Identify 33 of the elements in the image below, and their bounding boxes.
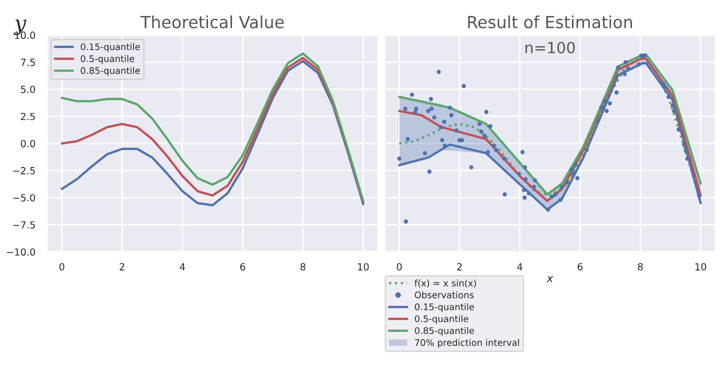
chart-title: Theoretical Value [140,15,284,28]
x-tick-label: 0 [59,263,64,270]
x-tick-label: 4 [180,263,185,270]
x-tick-label: 2 [120,263,124,270]
text: 70% prediction interval [415,338,519,348]
x-tick-label: 8 [638,263,643,270]
y-tick-label: −10.0 [6,248,36,256]
legend-label: 0.15-quantile [80,43,140,52]
legend-label: 0.85-quantile [80,66,140,76]
legend-label: 0.5-quantile [80,55,134,64]
legend-label: Observations [414,291,474,298]
y-tick-label: −7.5 [13,221,35,229]
y-tick-label: 0.0 [20,140,36,148]
x-tick-label: 2 [457,263,462,270]
x-axis-title: x [546,276,554,282]
y-tick-label: −5.0 [13,194,36,202]
chart-title: Result of Estimation [468,15,632,28]
x-tick-label: 0 [396,263,402,270]
legend-label: f(x) = x sin(x) [414,279,476,288]
y-tick-label: 7.5 [21,58,35,66]
legend-label: 0.15-quantile [414,303,474,312]
legend-label: 0.5-quantile [414,315,468,324]
x-tick-label: 8 [300,263,306,270]
legend-label: 0.85-quantile [414,327,474,336]
y-tick-label: 2.5 [20,112,35,120]
x-tick-label: 4 [517,263,522,270]
x-tick-label: 6 [240,263,246,270]
x-tick-label: 10 [695,263,706,270]
annotation: n=100 [526,42,575,54]
y-tick-label: −2.5 [13,167,35,174]
y-tick-label: 5.0 [20,86,36,94]
x-tick-label: 10 [358,263,369,270]
x-tick-label: 6 [578,263,583,270]
